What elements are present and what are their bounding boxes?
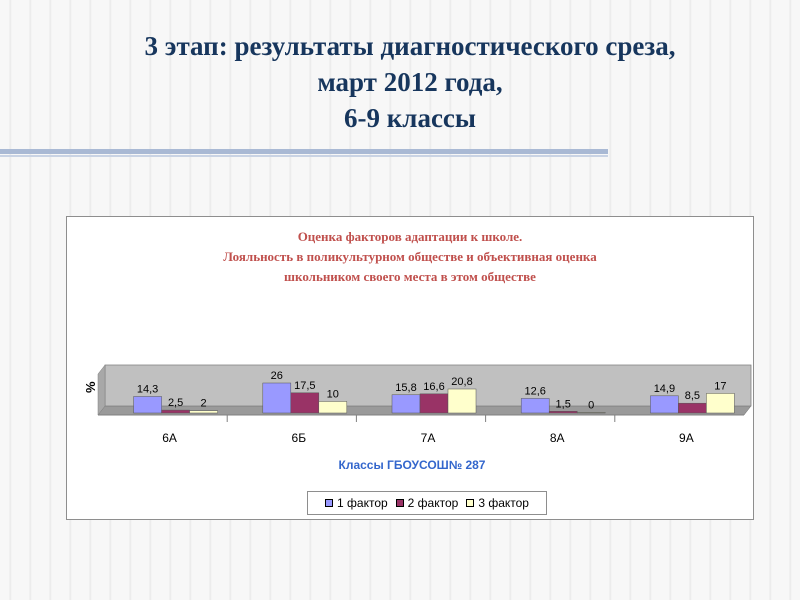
data-label-6А-series-3: 2 <box>201 398 207 410</box>
y-axis-label: % <box>83 381 98 393</box>
x-tick-label-9А: 9А <box>679 431 694 445</box>
data-label-6Б-series-3: 10 <box>327 388 339 400</box>
chart-title-line-2: Лояльность в поликультурном обществе и о… <box>223 249 597 264</box>
bar-7А-series-2 <box>419 393 449 414</box>
x-tick-label-8А: 8А <box>550 431 565 445</box>
bar-6А-series-3 <box>189 410 218 414</box>
legend-label-2: 2 фактор <box>407 496 459 510</box>
bar-7А-series-1 <box>391 394 421 414</box>
data-label-7А-series-2: 16,6 <box>423 381 444 393</box>
legend-swatch-3 <box>466 499 475 507</box>
data-label-8А-series-1: 12,6 <box>524 385 545 397</box>
slide-title-line-3: 6-9 классы <box>344 103 476 133</box>
chart-container: Оценка факторов адаптации к школе. Лояль… <box>66 216 754 520</box>
data-label-8А-series-3: 0 <box>588 399 594 411</box>
chart-title-line-3: школьником своего места в этом обществе <box>284 269 536 284</box>
bar-chart: 14,3 2,5 2 26 17,5 10 15,8 16,6 20,8 12,6 1,5 0 14,9… <box>83 364 752 472</box>
bar-6Б-series-3 <box>318 401 348 414</box>
title-divider-thin <box>0 155 608 157</box>
data-label-9А-series-3: 17 <box>714 380 726 392</box>
legend-item-3: 3 фактор <box>466 496 529 510</box>
slide-title: 3 этап: результаты диагностического срез… <box>40 28 780 136</box>
chart-legend: 1 фактор 2 фактор 3 фактор <box>307 491 547 515</box>
data-label-9А-series-1: 14,9 <box>654 383 675 395</box>
title-divider <box>0 149 608 154</box>
data-label-6А-series-1: 14,3 <box>137 384 158 396</box>
data-label-9А-series-2: 8,5 <box>685 390 700 402</box>
legend-swatch-2 <box>395 499 404 507</box>
legend-label-3: 3 фактор <box>478 496 529 510</box>
bar-9А-series-1 <box>650 395 679 414</box>
data-label-8А-series-2: 1,5 <box>556 398 571 410</box>
bar-6А-series-1 <box>133 396 162 414</box>
bar-7А-series-3 <box>447 388 477 414</box>
bar-9А-series-3 <box>706 393 735 414</box>
bar-6А-series-2 <box>161 409 190 414</box>
legend-swatch-1 <box>325 499 334 507</box>
bar-8А-series-1 <box>520 398 550 414</box>
x-axis-label: Классы ГБОУСОШ№ 287 <box>339 458 486 472</box>
bar-8А-series-2 <box>548 411 578 414</box>
data-label-6Б-series-2: 17,5 <box>294 380 315 392</box>
legend-label-1: 1 фактор <box>337 496 388 510</box>
bar-8А-series-3 <box>576 412 606 414</box>
chart-title-line-1: Оценка факторов адаптации к школе. <box>297 229 523 244</box>
x-tick-label-6Б: 6Б <box>292 431 307 445</box>
legend-item-2: 2 фактор <box>395 496 459 510</box>
slide-title-line-1: 3 этап: результаты диагностического срез… <box>144 31 676 61</box>
bar-6Б-series-1 <box>262 382 292 414</box>
chart-title: Оценка факторов адаптации к школе. Лояль… <box>67 227 753 287</box>
x-tick-label-7А: 7А <box>421 431 436 445</box>
x-tick-label-6А: 6А <box>162 431 177 445</box>
bar-9А-series-2 <box>678 402 707 414</box>
plot-side-wall <box>97 364 106 416</box>
data-label-7А-series-1: 15,8 <box>395 382 416 394</box>
bar-6Б-series-2 <box>290 392 320 414</box>
legend-item-1: 1 фактор <box>325 496 388 510</box>
slide-title-line-2: март 2012 года, <box>317 67 503 97</box>
data-label-6Б-series-1: 26 <box>271 370 283 382</box>
data-label-6А-series-2: 2,5 <box>168 397 183 409</box>
data-label-7А-series-3: 20,8 <box>451 376 472 388</box>
